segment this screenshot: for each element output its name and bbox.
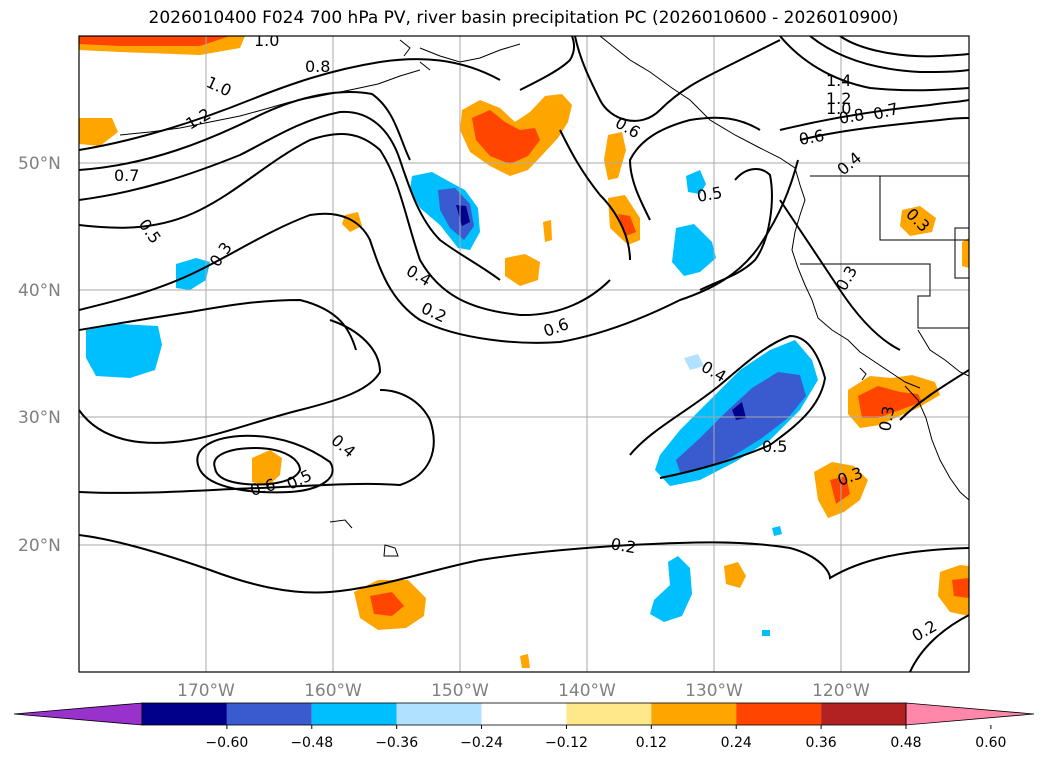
lat-label: 30°N [18,408,61,428]
colorbar-tick-label: −0.60 [205,735,248,751]
lat-label: 40°N [18,281,61,301]
colorbar-extend-low [13,702,143,726]
lon-label: 160°W [304,681,362,701]
contour-label: 1.4 [826,71,851,90]
lon-label: 150°W [431,681,489,701]
contour-label: 1.0 [254,31,279,50]
contour-label: 0.8 [837,105,865,128]
colorbar-segment [736,703,822,725]
colorbar-segment [481,703,567,725]
colorbar-tick-label: 0.36 [806,735,837,751]
colorbar-tick-label: 0.48 [890,735,921,751]
contour-label: 0.2 [609,534,637,557]
colorbar: −0.60 −0.48 −0.36 −0.24 −0.12 0.12 0.24 0.36 0.4… [13,702,1035,751]
colorbar-tick-label: −0.12 [545,735,588,751]
colorbar-tick-label: 0.24 [721,735,752,751]
lon-label: 120°W [812,681,870,701]
colorbar-tick-label: −0.36 [375,735,418,751]
latitude-labels: 50°N 40°N 30°N 20°N [18,154,61,556]
colorbar-segment [142,703,227,725]
contour-label: 1.2 [826,89,851,108]
lat-label: 50°N [18,154,61,174]
lon-label: 130°W [685,681,743,701]
graticule [79,36,969,672]
colorbar-segment [651,703,737,725]
contour-label: 0.3 [875,404,898,432]
contour-label: 0.5 [762,437,787,456]
colorbar-segment [226,703,312,725]
colorbar-segment [821,703,906,725]
colorbar-tick-label: 0.60 [975,735,1006,751]
precip-anomaly-fill [79,36,969,668]
colorbar-tick-label: −0.24 [460,735,503,751]
map-title: 2026010400 F024 700 hPa PV, river basin … [148,8,899,28]
contour-label: 0.5 [695,183,723,206]
colorbar-tick-label: −0.48 [290,735,333,751]
colorbar-segment [311,703,397,725]
pv-contours [79,36,969,672]
colorbar-tick-label: 0.12 [636,735,667,751]
lat-label: 20°N [18,536,61,556]
colorbar-segment [566,703,652,725]
colorbar-extend-high [905,702,1035,726]
map-border [78,35,970,673]
colorbar-segment [396,703,482,725]
contour-label: 0.8 [305,57,330,76]
contour-label: 1.0 [826,99,851,118]
contour-label: 0.7 [114,166,139,185]
lon-label: 140°W [558,681,616,701]
coastlines [119,36,969,557]
colorbar-frame [141,702,907,726]
lon-label: 170°W [177,681,235,701]
contour-label: 0.6 [797,126,825,149]
longitude-labels: 170°W 160°W 150°W 140°W 130°W 120°W [177,681,870,701]
